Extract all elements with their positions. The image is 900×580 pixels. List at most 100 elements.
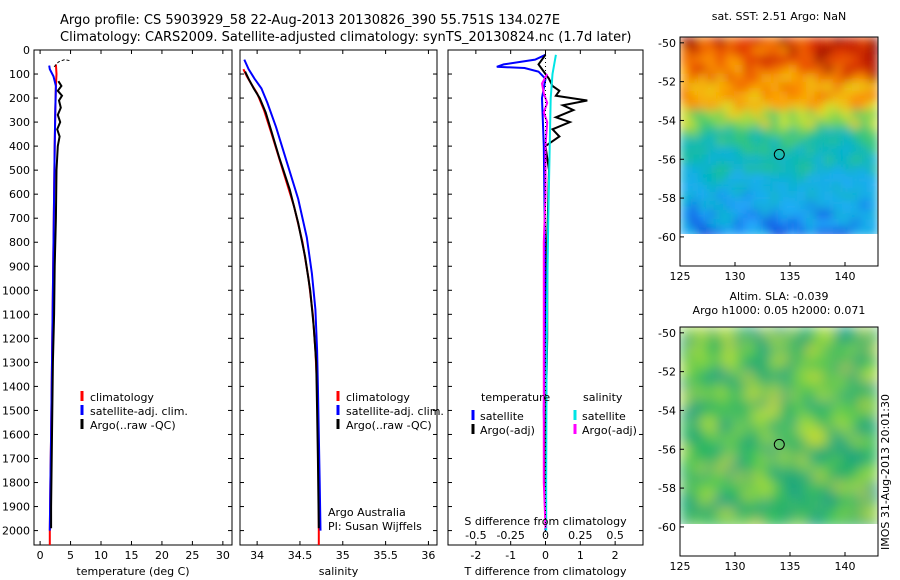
heatmap-cell	[824, 100, 834, 111]
heatmap-cell	[725, 454, 735, 464]
heatmap-cell	[851, 417, 861, 428]
heatmap-cell	[869, 155, 878, 165]
heatmap-cell	[698, 472, 708, 483]
heatmap-cell	[860, 417, 870, 428]
heatmap-cell	[689, 173, 699, 183]
heatmap-cell	[851, 436, 861, 446]
heatmap-cell	[833, 345, 843, 355]
heatmap-cell	[806, 73, 816, 83]
heatmap-cell	[716, 436, 726, 446]
heatmap-cell	[770, 463, 780, 473]
heatmap-cell	[788, 118, 798, 129]
heatmap-cell	[815, 55, 825, 65]
heatmap-cell	[797, 463, 807, 473]
heatmap-cell	[761, 417, 771, 428]
heatmap-cell	[680, 399, 690, 410]
heatmap-cell	[770, 82, 780, 93]
heatmap-cell	[806, 37, 816, 47]
heatmap-cell	[842, 327, 852, 337]
heatmap-cell	[833, 182, 843, 193]
heatmap-cell	[833, 463, 843, 473]
heatmap-cell	[725, 426, 735, 437]
heatmap-cell	[797, 182, 807, 193]
heatmap-cell	[752, 354, 762, 364]
heatmap-cell	[725, 490, 735, 501]
heatmap-cell	[761, 46, 771, 56]
heatmap-cell	[770, 64, 780, 74]
heatmap-cell	[725, 64, 735, 74]
y-tick-label: 100	[9, 68, 30, 81]
heatmap-cell	[752, 73, 762, 83]
heatmap-cell	[716, 209, 726, 220]
heatmap-cell	[815, 327, 825, 337]
heatmap-cell	[698, 481, 708, 492]
heatmap-cell	[707, 354, 717, 364]
heatmap-cell	[860, 390, 870, 401]
heatmap-cell	[869, 182, 878, 193]
x-tick-label: 34.5	[288, 549, 313, 562]
heatmap-cell	[788, 499, 798, 510]
heatmap-cell	[806, 218, 816, 229]
heatmap-cell	[761, 390, 771, 401]
heatmap-cell	[752, 390, 762, 401]
heatmap-cell	[779, 227, 789, 234]
heatmap-cell	[806, 55, 816, 65]
heatmap-cell	[716, 481, 726, 492]
heatmap-cell	[752, 37, 762, 47]
heatmap-cell	[734, 463, 744, 473]
heatmap-cell	[842, 426, 852, 437]
heatmap-cell	[707, 472, 717, 483]
heatmap-cell	[725, 55, 735, 65]
heatmap-cell	[869, 218, 878, 229]
heatmap-cell	[680, 336, 690, 346]
heatmap-cell	[788, 109, 798, 120]
heatmap-cell	[734, 381, 744, 392]
heatmap-cell	[788, 390, 798, 401]
heatmap-cell	[860, 37, 870, 47]
heatmap-cell	[761, 472, 771, 483]
heatmap-cell	[761, 55, 771, 65]
legend-entry: climatology	[346, 391, 410, 404]
heatmap-cell	[770, 417, 780, 428]
heatmap-cell	[824, 73, 834, 83]
heatmap-cell	[842, 55, 852, 65]
heatmap-cell	[680, 454, 690, 464]
heatmap-cell	[707, 399, 717, 410]
heatmap-cell	[716, 472, 726, 483]
heatmap-cell	[860, 218, 870, 229]
heatmap-cell	[815, 381, 825, 392]
heatmap-cell	[797, 155, 807, 165]
heatmap-cell	[725, 354, 735, 364]
heatmap-cell	[824, 354, 834, 364]
heatmap-cell	[707, 37, 717, 47]
heatmap-cell	[680, 91, 690, 102]
heatmap-cell	[851, 200, 861, 211]
heatmap-cell	[779, 517, 789, 524]
heatmap-cell	[824, 46, 834, 56]
heatmap-cell	[869, 146, 878, 156]
heatmap-cell	[815, 426, 825, 437]
heatmap-cell	[842, 146, 852, 156]
heatmap-cell	[779, 463, 789, 473]
heatmap-cell	[698, 46, 708, 56]
map-subtitle: Argo h1000: 0.05 h2000: 0.071	[693, 304, 866, 317]
heatmap-cell	[824, 436, 834, 446]
heatmap-cell	[716, 390, 726, 401]
heatmap-cell	[797, 146, 807, 156]
heatmap-cell	[725, 481, 735, 492]
heatmap-cell	[842, 209, 852, 220]
heatmap-cell	[716, 37, 726, 47]
heatmap-cell	[716, 64, 726, 74]
heatmap-cell	[734, 390, 744, 401]
heatmap-cell	[707, 417, 717, 428]
heatmap-cell	[851, 173, 861, 183]
y-tick-label: 800	[9, 236, 30, 249]
heatmap-cell	[797, 490, 807, 501]
x-tick-label: 5	[67, 549, 74, 562]
heatmap-cell	[770, 191, 780, 202]
heatmap-cell	[743, 426, 753, 437]
heatmap-cell	[851, 354, 861, 364]
x-tick-label: 30	[216, 549, 230, 562]
heatmap-cell	[806, 390, 816, 401]
heatmap-cell	[869, 109, 878, 120]
